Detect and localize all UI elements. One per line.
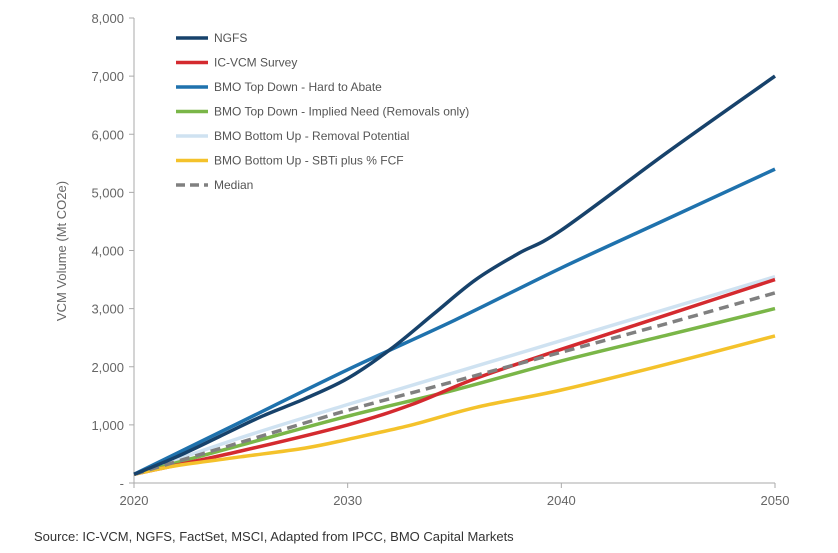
legend-label-bmo-top-down-hard-to-abate: BMO Top Down - Hard to Abate [214,80,382,94]
y-tick-label: 6,000 [91,127,124,142]
x-tick-label: 2040 [547,493,576,508]
legend: NGFS IC-VCM Survey BMO Top Down - Hard to … [176,31,469,192]
x-tick-label: 2020 [120,493,149,508]
y-tick-label: 4,000 [91,244,124,259]
x-tick-label: 2050 [761,493,790,508]
y-tick-label: 8,000 [91,11,124,26]
y-tick-label: 5,000 [91,185,124,200]
series-line-bmo-bottom-up-sbti-plus-fcf [133,334,776,477]
legend-label-ngfs: NGFS [214,31,247,45]
series-line-ngfs [133,74,777,476]
series-line-bmo-bottom-up-removal-potential [133,275,776,476]
x-tick-label: 2030 [333,493,362,508]
y-axis: - 1,000 2,000 3,000 4,000 5,000 6,000 7,000 8,00… [91,11,135,491]
legend-label-bmo-bottom-up-removal-potential: BMO Bottom Up - Removal Potential [214,129,409,143]
series-line-bmo-top-down-hard-to-abate [133,167,776,476]
y-axis-title: VCM Volume (Mt CO2e) [54,181,69,321]
series-line-bmo-top-down-implied-need-removals-only [133,306,776,476]
legend-label-median: Median [214,178,253,192]
y-tick-label: 3,000 [91,302,124,317]
y-tick-label: 1,000 [91,418,124,433]
source-note: Source: IC-VCM, NGFS, FactSet, MSCI, Ada… [34,529,514,544]
legend-label-bmo-top-down-implied-need-removals-only: BMO Top Down - Implied Need (Removals on… [214,105,469,119]
legend-label-bmo-bottom-up-sbti-plus-fcf: BMO Bottom Up - SBTi plus % FCF [214,154,404,168]
y-tick-label: 7,000 [91,69,124,84]
series-lines [133,74,777,477]
series-line-ic-vcm-survey [133,277,776,477]
legend-label-ic-vcm-survey: IC-VCM Survey [214,56,297,70]
y-tick-label: - [120,476,124,491]
y-tick-label: 2,000 [91,360,124,375]
x-axis: 2020 2030 2040 2050 [120,482,790,508]
